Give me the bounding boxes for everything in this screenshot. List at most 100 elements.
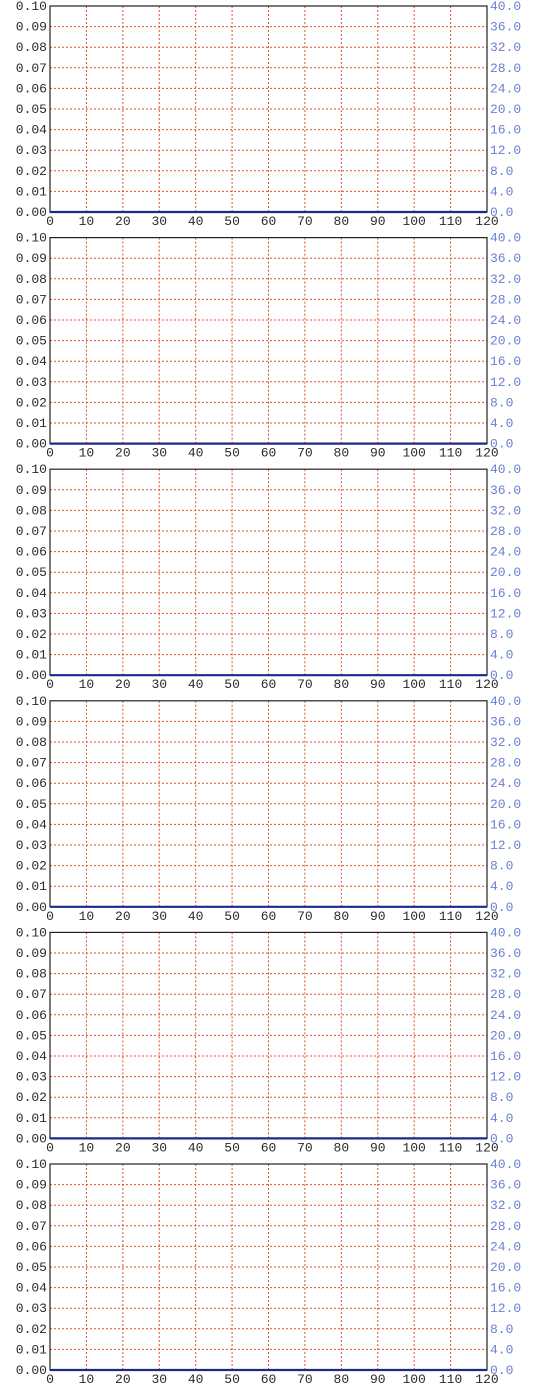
- y-right-tick-label: 32.0: [490, 40, 521, 55]
- y-left-tick-label: 0.01: [16, 879, 47, 894]
- y-right-tick-label: 8.0: [490, 164, 513, 179]
- y-left-tick-label: 0.07: [16, 61, 47, 76]
- x-tick-label: 110: [439, 1372, 462, 1383]
- y-left-tick-label: 0.09: [16, 1178, 47, 1193]
- y-left-tick-label: 0.00: [16, 205, 47, 220]
- y-right-tick-label: 28.0: [490, 61, 521, 76]
- x-tick-label: 120: [475, 677, 498, 692]
- x-tick-label: 0: [46, 677, 54, 692]
- y-left-tick-label: 0.09: [16, 20, 47, 35]
- y-right-tick-label: 36.0: [490, 946, 521, 961]
- y-left-tick-label: 0.04: [16, 1049, 47, 1064]
- y-right-tick-label: 20.0: [490, 102, 521, 117]
- x-tick-label: 70: [297, 677, 313, 692]
- y-left-tick-label: 0.05: [16, 565, 47, 580]
- y-right-tick-label: 8.0: [490, 859, 513, 874]
- y-left-tick-label: 0.07: [16, 987, 47, 1002]
- y-right-tick-label: 0.0: [490, 1363, 513, 1378]
- y-left-tick-label: 0.02: [16, 164, 47, 179]
- y-right-tick-label: 0.0: [490, 437, 513, 452]
- y-left-tick-label: 0.04: [16, 817, 47, 832]
- chart-panel-3: 0.000.010.020.030.040.050.060.070.080.09…: [16, 462, 521, 692]
- x-tick-label: 80: [334, 1372, 350, 1383]
- chart-panel-1: 0.000.010.020.030.040.050.060.070.080.09…: [16, 0, 521, 229]
- x-tick-label: 0: [46, 909, 54, 924]
- x-tick-label: 100: [402, 909, 425, 924]
- y-right-tick-label: 12.0: [490, 606, 521, 621]
- y-right-tick-label: 28.0: [490, 756, 521, 771]
- x-tick-label: 20: [115, 1372, 131, 1383]
- y-left-tick-label: 0.09: [16, 714, 47, 729]
- x-tick-label: 0: [46, 1140, 54, 1155]
- chart-panel-6: 0.000.010.020.030.040.050.060.070.080.09…: [16, 1157, 521, 1383]
- x-tick-label: 0: [46, 214, 54, 229]
- x-tick-label: 90: [370, 1372, 386, 1383]
- y-left-tick-label: 0.08: [16, 1198, 47, 1213]
- y-left-tick-label: 0.06: [16, 776, 47, 791]
- y-right-tick-label: 8.0: [490, 395, 513, 410]
- y-left-tick-label: 0.03: [16, 1301, 47, 1316]
- y-left-tick-label: 0.05: [16, 1028, 47, 1043]
- x-tick-label: 90: [370, 214, 386, 229]
- x-tick-label: 20: [115, 446, 131, 461]
- x-tick-label: 30: [151, 1372, 167, 1383]
- x-tick-label: 90: [370, 1140, 386, 1155]
- y-left-tick-label: 0.07: [16, 292, 47, 307]
- y-right-tick-label: 4.0: [490, 184, 513, 199]
- y-right-tick-label: 28.0: [490, 987, 521, 1002]
- x-tick-label: 60: [261, 446, 277, 461]
- y-right-tick-label: 4.0: [490, 648, 513, 663]
- x-tick-label: 10: [79, 1372, 95, 1383]
- x-tick-label: 0: [46, 1372, 54, 1383]
- y-left-tick-label: 0.05: [16, 797, 47, 812]
- y-left-tick-label: 0.10: [16, 0, 47, 14]
- y-left-tick-label: 0.04: [16, 1281, 47, 1296]
- y-right-tick-label: 0.0: [490, 205, 513, 220]
- y-right-tick-label: 16.0: [490, 1049, 521, 1064]
- x-tick-label: 90: [370, 909, 386, 924]
- y-right-tick-label: 0.0: [490, 900, 513, 915]
- y-left-tick-label: 0.01: [16, 648, 47, 663]
- x-tick-label: 40: [188, 677, 204, 692]
- y-right-tick-label: 12.0: [490, 1070, 521, 1085]
- x-tick-label: 30: [151, 677, 167, 692]
- x-tick-label: 30: [151, 214, 167, 229]
- x-tick-label: 120: [475, 1372, 498, 1383]
- y-left-tick-label: 0.02: [16, 1090, 47, 1105]
- y-right-tick-label: 16.0: [490, 817, 521, 832]
- y-right-tick-label: 36.0: [490, 714, 521, 729]
- y-left-tick-label: 0.03: [16, 838, 47, 853]
- y-right-tick-label: 0.0: [490, 668, 513, 683]
- x-tick-label: 50: [224, 677, 240, 692]
- y-left-tick-label: 0.09: [16, 251, 47, 266]
- y-left-tick-label: 0.04: [16, 354, 47, 369]
- x-tick-label: 0: [46, 446, 54, 461]
- chart-panel-4: 0.000.010.020.030.040.050.060.070.080.09…: [16, 694, 521, 924]
- x-tick-label: 110: [439, 446, 462, 461]
- x-tick-label: 40: [188, 446, 204, 461]
- y-left-tick-label: 0.05: [16, 334, 47, 349]
- x-tick-label: 20: [115, 909, 131, 924]
- x-tick-label: 50: [224, 214, 240, 229]
- x-tick-label: 80: [334, 446, 350, 461]
- x-tick-label: 90: [370, 446, 386, 461]
- y-left-tick-label: 0.00: [16, 1363, 47, 1378]
- x-tick-label: 70: [297, 446, 313, 461]
- y-right-tick-label: 32.0: [490, 1198, 521, 1213]
- y-left-tick-label: 0.01: [16, 1342, 47, 1357]
- y-right-tick-label: 40.0: [490, 1157, 521, 1172]
- y-right-tick-label: 36.0: [490, 483, 521, 498]
- x-tick-label: 120: [475, 214, 498, 229]
- y-right-tick-label: 12.0: [490, 1301, 521, 1316]
- x-tick-label: 120: [475, 909, 498, 924]
- x-tick-label: 70: [297, 1140, 313, 1155]
- y-left-tick-label: 0.04: [16, 586, 47, 601]
- y-left-tick-label: 0.03: [16, 143, 47, 158]
- y-left-tick-label: 0.04: [16, 123, 47, 138]
- x-tick-label: 10: [79, 1140, 95, 1155]
- y-left-tick-label: 0.08: [16, 735, 47, 750]
- y-left-tick-label: 0.02: [16, 1322, 47, 1337]
- y-left-tick-label: 0.00: [16, 668, 47, 683]
- y-right-tick-label: 24.0: [490, 545, 521, 560]
- y-left-tick-label: 0.03: [16, 1070, 47, 1085]
